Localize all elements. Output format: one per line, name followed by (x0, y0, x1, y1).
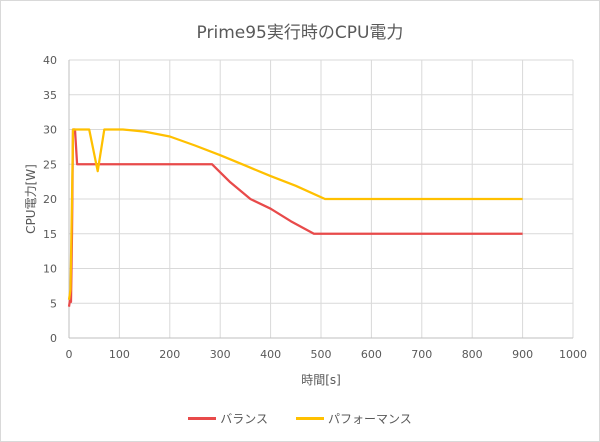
x-tick-label: 300 (210, 348, 231, 361)
legend-swatch-yellow (296, 417, 324, 420)
legend-swatch-red (188, 417, 217, 420)
y-tick-label: 30 (43, 124, 57, 137)
legend: バランス パフォーマンス (0, 410, 600, 427)
y-tick-label: 20 (43, 193, 57, 206)
y-axis-ticks: 0 5 10 15 20 25 30 35 40 (43, 54, 57, 345)
x-tick-label: 1000 (559, 348, 587, 361)
y-tick-label: 0 (50, 332, 57, 345)
series-line-0 (67, 128, 523, 307)
y-tick-label: 5 (50, 297, 57, 310)
x-tick-label: 500 (311, 348, 332, 361)
x-tick-label: 400 (260, 348, 281, 361)
x-axis-title: 時間[s] (301, 373, 341, 387)
y-tick-label: 10 (43, 263, 57, 276)
data-series (67, 128, 523, 307)
x-tick-label: 900 (512, 348, 533, 361)
x-axis-ticks: 0 100 200 300 400 500 600 700 800 900 1000 (66, 348, 588, 361)
y-tick-label: 40 (43, 54, 57, 67)
x-tick-label: 0 (66, 348, 73, 361)
legend-label: バランス (220, 412, 268, 426)
legend-item-balance[interactable]: バランス (188, 410, 268, 427)
x-tick-label: 800 (462, 348, 483, 361)
chart-title: Prime95実行時のCPU電力 (196, 23, 404, 43)
y-axis-title: CPU電力[W] (24, 164, 38, 234)
y-tick-label: 25 (43, 158, 57, 171)
y-tick-label: 15 (43, 228, 57, 241)
x-tick-label: 600 (361, 348, 382, 361)
legend-label: パフォーマンス (328, 412, 412, 426)
x-tick-label: 200 (159, 348, 180, 361)
x-tick-label: 700 (411, 348, 432, 361)
x-tick-label: 100 (109, 348, 130, 361)
legend-item-performance[interactable]: パフォーマンス (296, 410, 412, 427)
series-line-1 (67, 128, 523, 300)
y-tick-label: 35 (43, 89, 57, 102)
